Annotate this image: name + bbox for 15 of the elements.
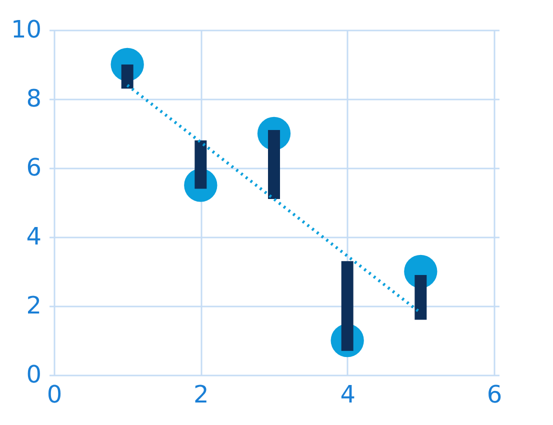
y-tick-label: 10 — [10, 16, 42, 44]
x-tick-label: 0 — [46, 380, 62, 408]
bar — [341, 261, 354, 351]
y-tick-label: 0 — [26, 360, 42, 388]
bar — [414, 274, 427, 320]
bar — [121, 64, 134, 89]
y-tick-label: 2 — [26, 292, 42, 320]
bar — [268, 130, 280, 200]
x-tick-label: 6 — [486, 380, 502, 408]
x-tick-label: 2 — [194, 380, 209, 408]
y-tick-label: 4 — [26, 222, 42, 250]
y-tick-label: 6 — [26, 154, 42, 182]
y-tick-label: 8 — [26, 84, 42, 112]
bar — [194, 140, 207, 189]
x-tick-label: 4 — [340, 380, 356, 408]
